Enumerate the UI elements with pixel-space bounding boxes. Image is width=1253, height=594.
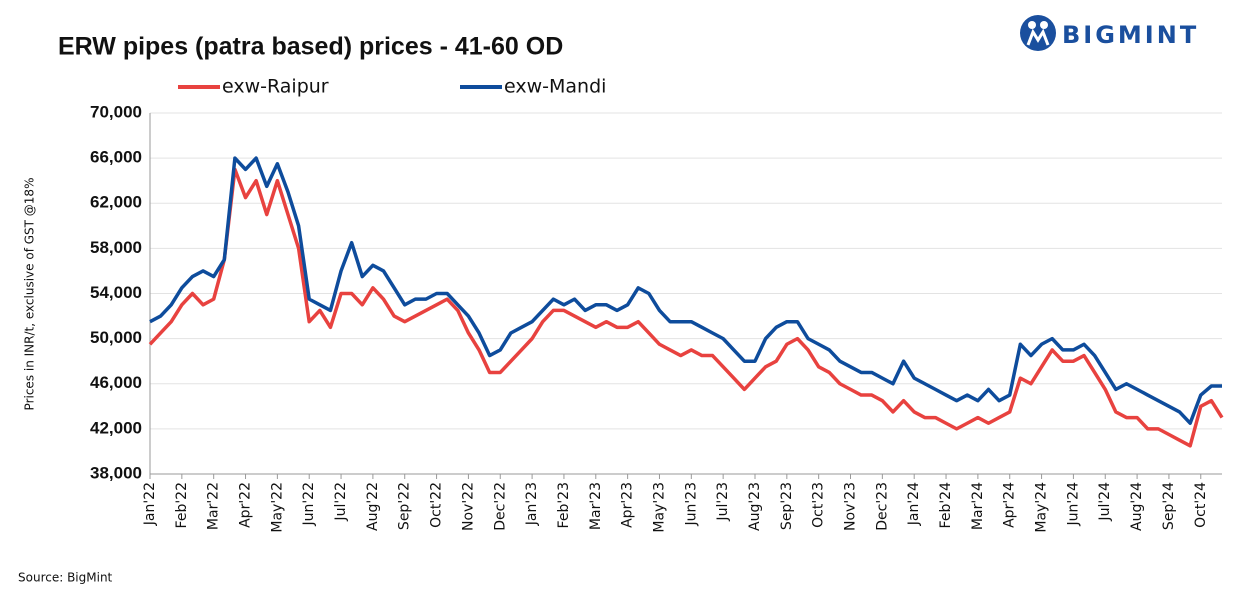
line-series — [148, 167, 1224, 448]
x-tick-label: Mar'24 — [970, 482, 986, 530]
legend-label: exw-Raipur — [222, 76, 329, 98]
x-tick-label: Dec'23 — [874, 482, 890, 531]
y-tick-label: 38,000 — [90, 463, 142, 482]
y-axis-label: Prices in INR/t, exclusive of GST @18% — [23, 178, 37, 411]
logo-icon — [1026, 28, 1050, 46]
x-tick-label: Sep'24 — [1161, 482, 1177, 530]
x-tick-label: Nov'22 — [460, 482, 476, 531]
x-tick-label: Feb'24 — [938, 482, 954, 529]
x-tick-label: Jan'23 — [524, 482, 540, 526]
x-tick-label: Mar'23 — [588, 482, 604, 530]
x-tick-label: Jan'24 — [906, 482, 922, 526]
x-tick-label: Apr'24 — [1002, 482, 1018, 528]
x-tick-label: Jun'22 — [301, 482, 317, 527]
x-tick-label: Oct'23 — [811, 482, 827, 528]
x-tick-label: Jul'22 — [333, 482, 349, 522]
x-tick-label: Sep'23 — [779, 482, 795, 530]
y-tick-label: 54,000 — [90, 283, 142, 302]
x-tick-label: Feb'23 — [556, 482, 572, 528]
legend-label: exw-Mandi — [504, 76, 606, 98]
logo: BIGMINT — [1020, 15, 1199, 51]
logo-icon — [1020, 15, 1056, 51]
x-tick-label: Dec'22 — [492, 482, 508, 531]
y-tick-label: 46,000 — [90, 373, 142, 392]
source: Source: BigMint — [18, 571, 113, 585]
x-tick-label: Oct'22 — [429, 482, 445, 528]
y-tick-label: 42,000 — [90, 418, 142, 437]
x-tick-label: Aug'24 — [1129, 482, 1145, 531]
x-tick-label: Oct'24 — [1193, 482, 1209, 528]
x-tick-label: Jun'23 — [683, 482, 699, 527]
x-tick-label: Mar'22 — [206, 482, 222, 530]
y-tick-label: 62,000 — [90, 193, 142, 212]
line-series — [149, 156, 1222, 425]
y-tick-label: 50,000 — [90, 328, 142, 347]
x-tick-label: Jun'24 — [1065, 482, 1081, 527]
x-tick-label: Apr'22 — [238, 482, 254, 528]
x-tick-label: May'24 — [1034, 482, 1050, 533]
x-tick-label: Aug'23 — [747, 482, 763, 531]
x-tick-label: Jan'22 — [142, 482, 158, 526]
chart-title: ERW pipes (patra based) prices - 41-60 O… — [58, 33, 563, 61]
x-tick-label: May'23 — [651, 482, 667, 533]
x-tick-label: Apr'23 — [620, 482, 636, 528]
logo-icon — [1028, 21, 1036, 29]
x-tick-label: Jul'24 — [1097, 482, 1113, 522]
y-tick-label: 58,000 — [90, 238, 142, 257]
x-tick-label: May'22 — [269, 482, 285, 533]
x-tick-label: Sep'22 — [397, 482, 413, 530]
x-tick-label: Feb'22 — [174, 482, 190, 528]
y-tick-label: 66,000 — [90, 148, 142, 167]
x-tick-label: Aug'22 — [365, 482, 381, 531]
logo-text: BIGMINT — [1062, 21, 1199, 49]
logo-icon — [1040, 21, 1048, 29]
x-tick-label: Nov'23 — [843, 482, 859, 531]
y-tick-label: 70,000 — [90, 102, 142, 121]
x-tick-label: Jul'23 — [715, 482, 731, 522]
